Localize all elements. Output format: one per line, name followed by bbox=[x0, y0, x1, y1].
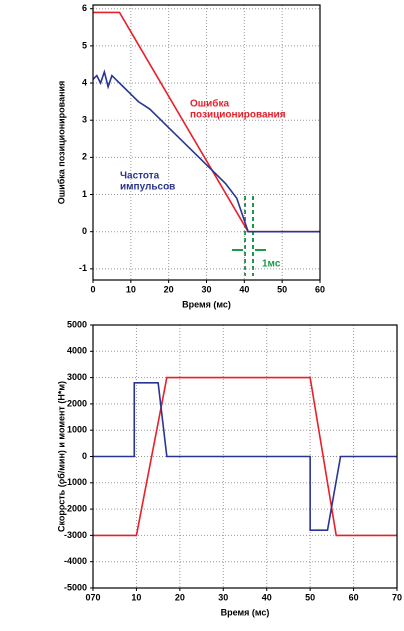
x-tick-label: 70 bbox=[392, 592, 402, 602]
y-tick-label: 3000 bbox=[67, 372, 87, 382]
y-tick-label: 5 bbox=[82, 40, 87, 50]
series-line bbox=[92, 69, 320, 233]
x-tick-label: 070 bbox=[85, 592, 100, 602]
plot-frame bbox=[92, 4, 321, 281]
y-tick-label: 4 bbox=[82, 77, 87, 87]
x-tick-label: 10 bbox=[126, 284, 136, 294]
y-tick-label: 1000 bbox=[67, 425, 87, 435]
x-tick-label: 60 bbox=[315, 284, 325, 294]
y-tick-label: 4000 bbox=[67, 346, 87, 356]
y-tick-label: -1 bbox=[79, 263, 87, 273]
annotation: импульсов bbox=[120, 182, 175, 193]
annotation: 1мс bbox=[262, 259, 281, 270]
y-tick-label: 5000 bbox=[67, 319, 87, 329]
y-axis-label: Ошибка позиционирования bbox=[56, 81, 66, 205]
x-tick-label: 30 bbox=[201, 284, 211, 294]
y-tick-label: 2000 bbox=[67, 398, 87, 408]
series-line bbox=[93, 376, 397, 537]
y-tick-label: -4000 bbox=[64, 556, 87, 566]
one-ms-marker bbox=[232, 196, 266, 276]
y-tick-label: -3000 bbox=[64, 530, 87, 540]
x-tick-label: 50 bbox=[305, 592, 315, 602]
x-tick-label: 20 bbox=[164, 284, 174, 294]
annotation: Частота bbox=[120, 171, 160, 182]
x-tick-label: 10 bbox=[131, 592, 141, 602]
y-tick-label: 2 bbox=[82, 152, 87, 162]
y-tick-label: 3 bbox=[82, 115, 87, 125]
x-axis-label: Время (мс) bbox=[221, 607, 270, 617]
x-tick-label: 0 bbox=[90, 284, 95, 294]
x-tick-label: 40 bbox=[262, 592, 272, 602]
y-axis-label: Скорость (об/мин) и момент (Н*м) bbox=[56, 381, 66, 532]
annotation: позиционирования bbox=[190, 110, 286, 121]
y-tick-label: 0 bbox=[82, 451, 87, 461]
plot-frame bbox=[92, 324, 398, 589]
y-tick-label: 6 bbox=[82, 3, 87, 13]
y-tick-label: -5000 bbox=[64, 582, 87, 592]
x-tick-label: 60 bbox=[349, 592, 359, 602]
y-tick-label: -2000 bbox=[64, 503, 87, 513]
y-tick-label: 1 bbox=[82, 189, 87, 199]
x-tick-label: 40 bbox=[239, 284, 249, 294]
x-tick-label: 50 bbox=[277, 284, 287, 294]
x-axis-label: Время (мс) bbox=[182, 299, 231, 309]
annotation: Ошибка bbox=[190, 98, 229, 110]
y-tick-label: 0 bbox=[82, 226, 87, 236]
x-tick-label: 20 bbox=[175, 592, 185, 602]
y-tick-label: -1000 bbox=[64, 477, 87, 487]
x-tick-label: 30 bbox=[218, 592, 228, 602]
series-line bbox=[93, 382, 397, 531]
